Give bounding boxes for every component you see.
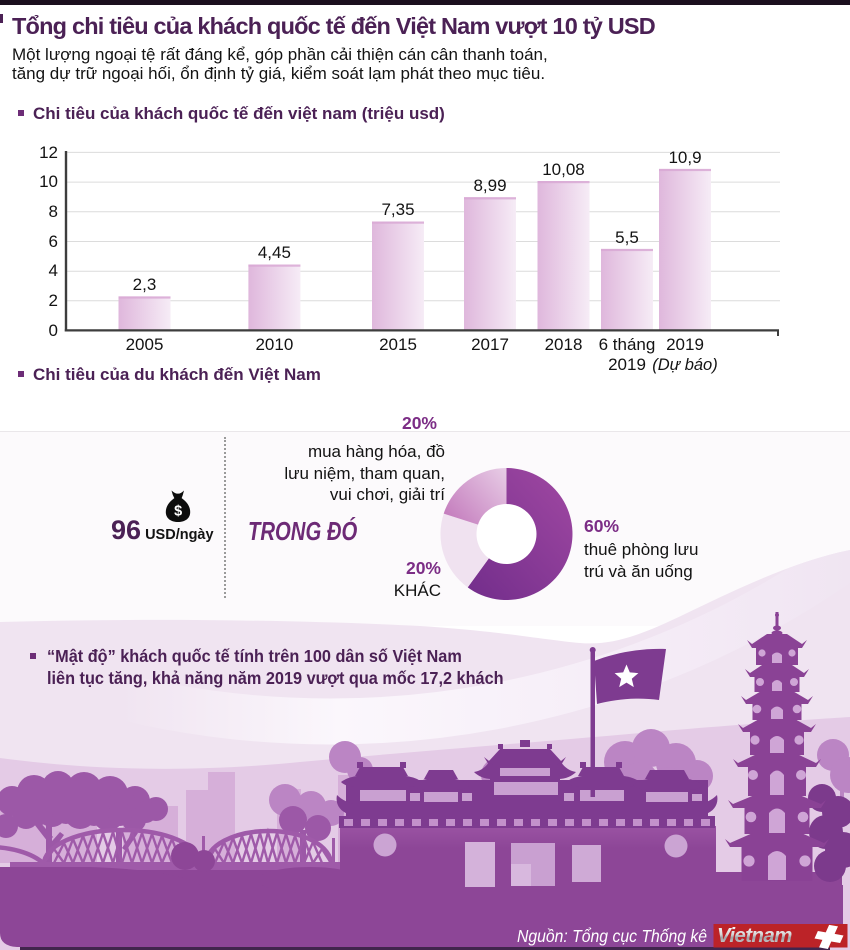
svg-text:$: $ xyxy=(174,504,182,520)
svg-text:Vietnam: Vietnam xyxy=(717,924,792,947)
